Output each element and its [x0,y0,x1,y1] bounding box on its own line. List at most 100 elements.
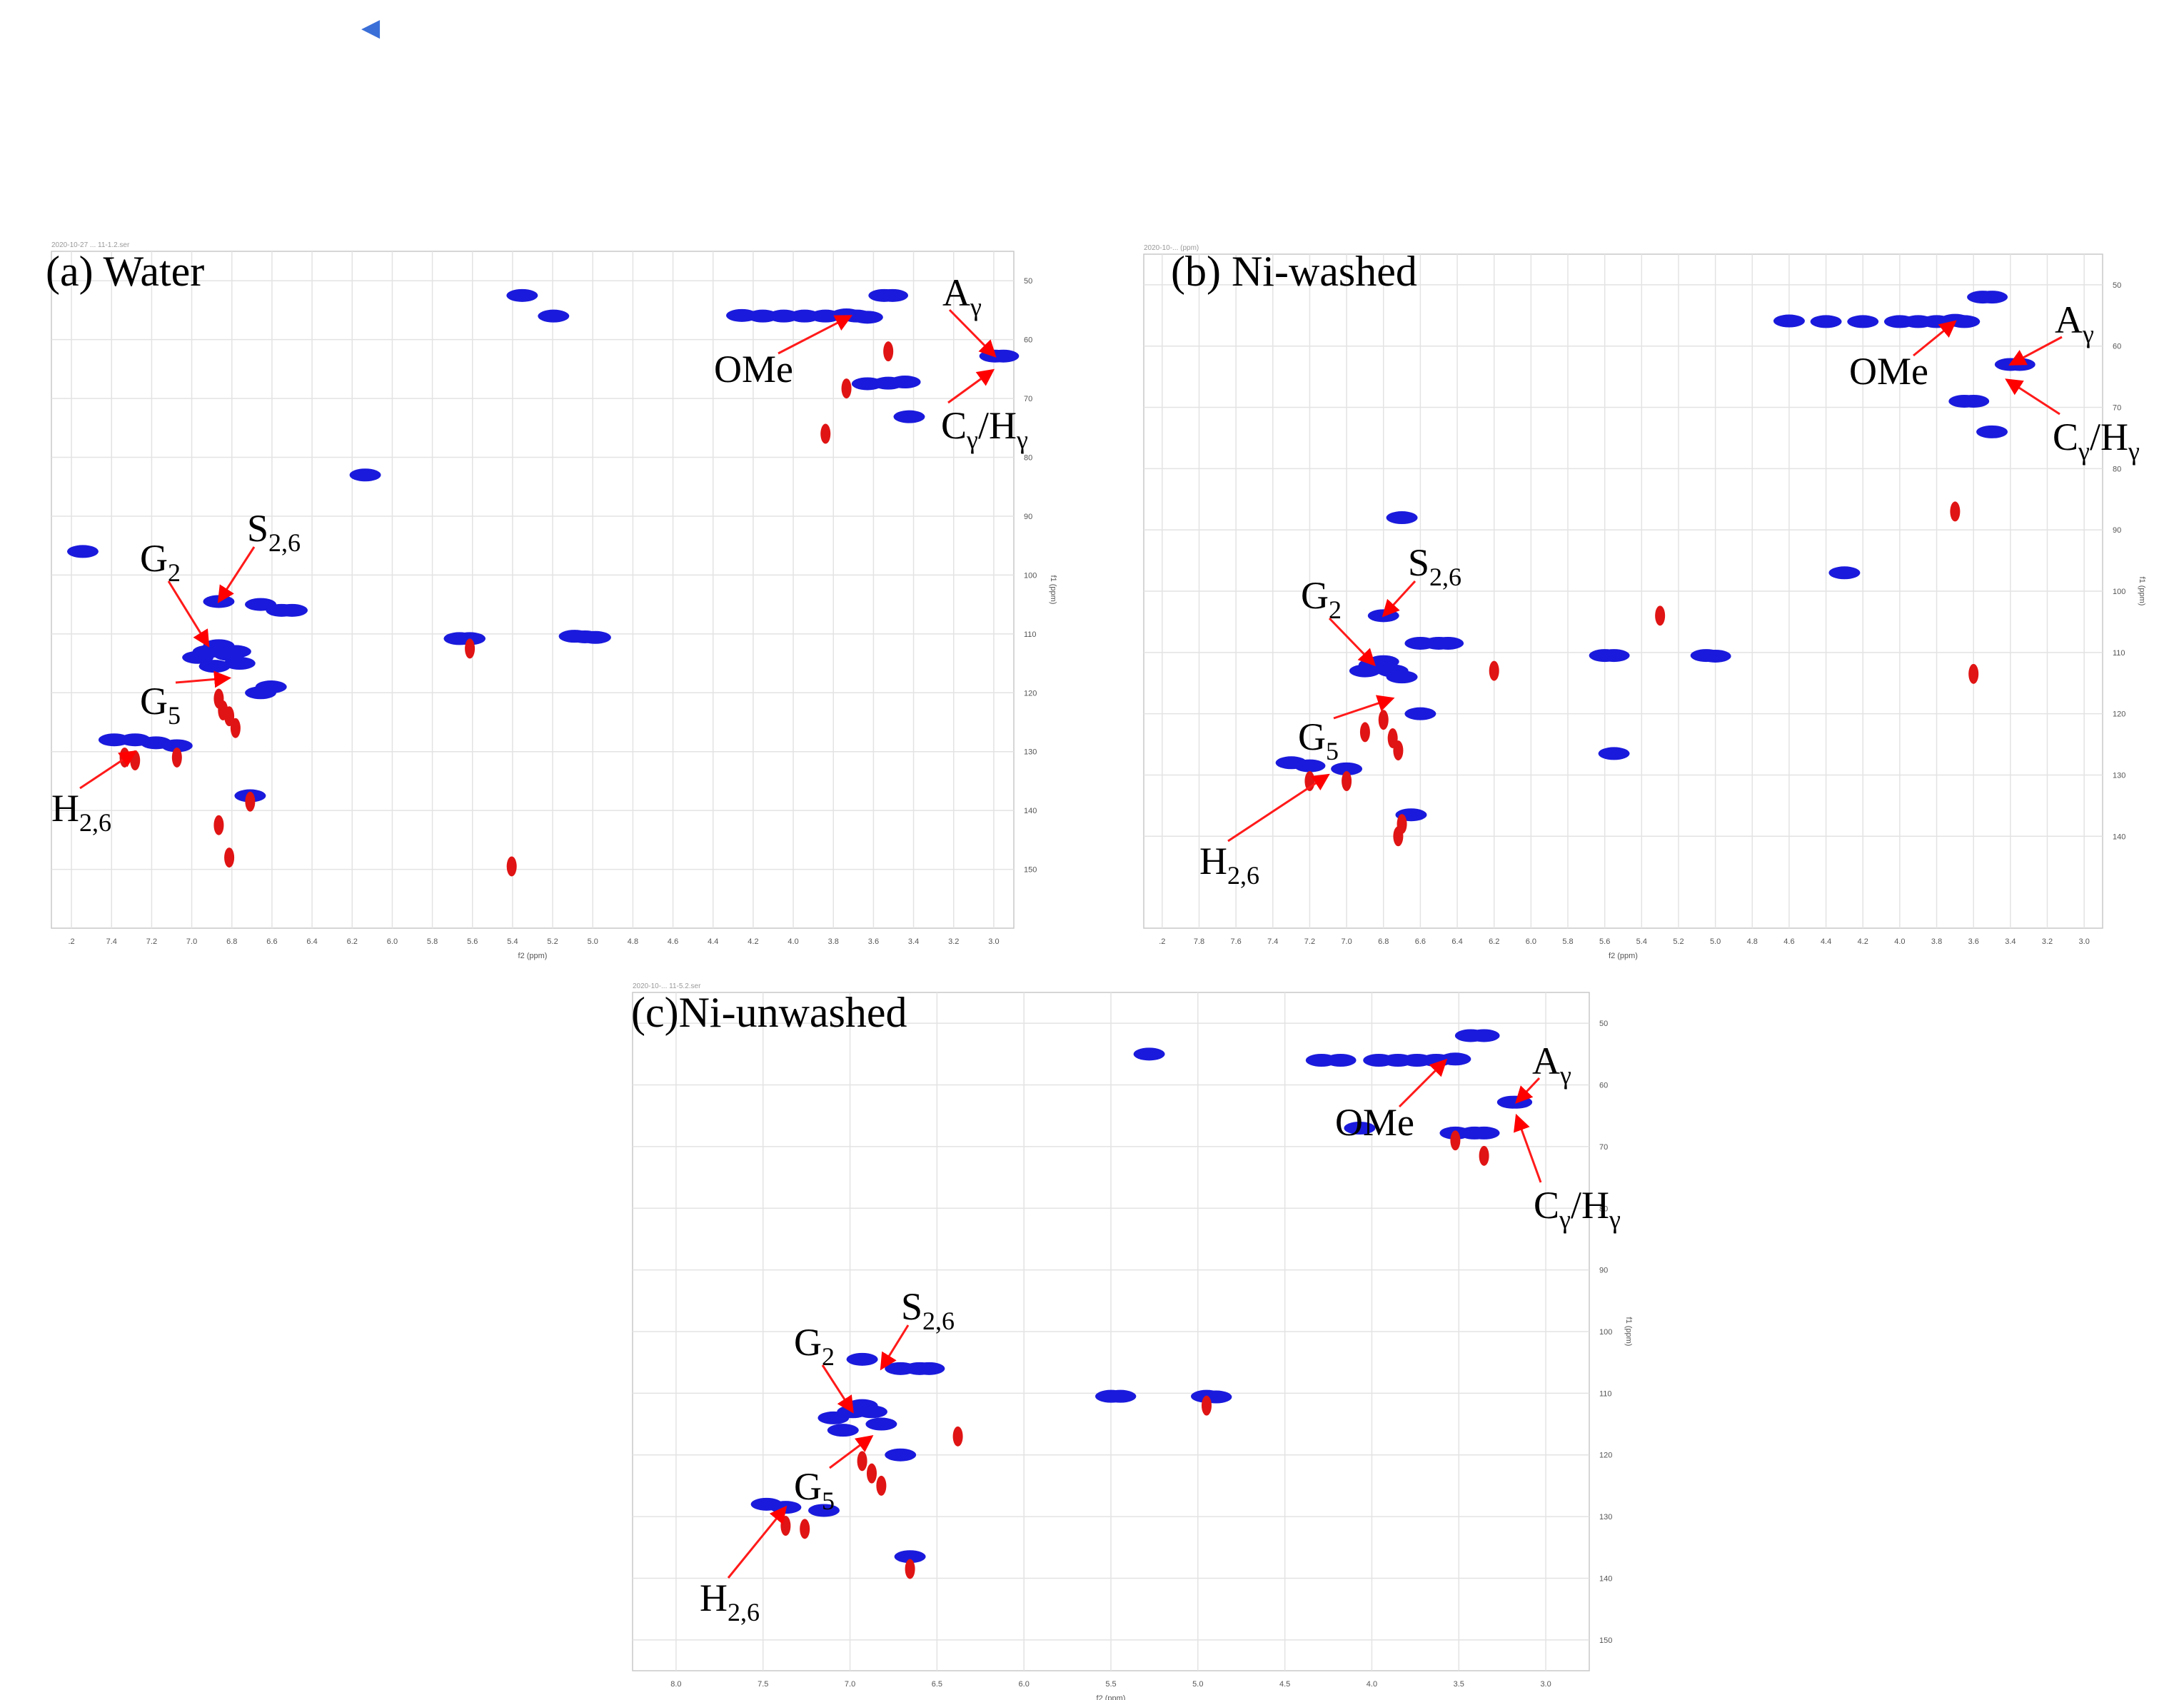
x-tick-label: 5.4 [1636,937,1647,946]
cross-peak-positive [1344,1122,1376,1135]
x-tick-label: 4.8 [628,937,638,946]
annotation-label-c: Cγ/Hγ [2053,416,2140,466]
x-tick-label: 6.6 [1415,937,1426,946]
cross-peak-positive [1104,1389,1137,1403]
x-tick-label: 6.8 [1378,937,1389,946]
cross-peak-positive [1948,315,1981,328]
x-tick-label: 4.6 [1783,937,1794,946]
cross-peak-positive [893,410,925,423]
x-tick-label: 6.5 [932,1680,942,1689]
cross-peak-positive [827,1424,859,1437]
annotation-label-h: H2,6 [1199,840,1259,890]
x-tick-label: 7.4 [106,937,117,946]
x-tick-label: 5.2 [1673,937,1684,946]
x-tick-label: 7.0 [1341,937,1352,946]
x-tick-label: 7.6 [1230,937,1241,946]
x-tick-label: 7.0 [186,937,197,946]
annotation-label-s: S2,6 [901,1285,955,1335]
x-tick-label: 5.0 [1710,937,1721,946]
cross-peak-positive [885,1448,917,1462]
cross-peak-negative [171,747,182,768]
annotation-arrow [2005,378,2060,416]
y-tick-label: 50 [1024,277,1032,286]
cross-peak-negative [465,638,475,659]
annotation-label-a: Aγ [2055,298,2094,348]
x-tick-label: 5.4 [507,937,518,946]
x-tick-label: 3.8 [828,937,839,946]
cross-peak-negative [876,1475,887,1496]
cross-peak-negative [1342,771,1352,792]
cross-peak-negative [857,1451,867,1472]
x-tick-label: 5.6 [1599,937,1610,946]
cross-peak-negative [841,378,852,399]
annotation-arrow [167,580,210,648]
cross-peak-negative [780,1516,791,1536]
x-tick-label: 4.8 [1747,937,1758,946]
x-tick-label: 3.2 [2042,937,2053,946]
annotation-arrow [1398,1058,1448,1108]
y-tick-label: 60 [1599,1082,1608,1090]
panel-b-ni-washed: 2020-10-... (ppm) .2 7.8 7.6 7.4 7.2 7.0 6.8 6.6… [1143,244,2146,960]
x-tick-label: 7.5 [758,1680,768,1689]
annotation-label-s: S2,6 [1408,541,1461,591]
cross-peak-negative [1378,710,1389,730]
annotation-arrow [1328,617,1376,667]
x-tick-label: 6.4 [1451,937,1462,946]
cross-peak-negative [1393,826,1404,847]
annotation-label-s: S2,6 [247,507,301,557]
x-tick-label: 3.0 [988,937,999,946]
cross-peak-positive [1598,747,1630,760]
y-tick-label: 140 [2113,833,2125,841]
cross-peak-positive [1468,1029,1500,1042]
corner-marker-icon: ◀ [361,14,381,42]
y-tick-label: 50 [1599,1020,1608,1028]
cross-peak-negative [952,1426,963,1447]
cross-peak-positive [1386,670,1418,684]
y-tick-label: 80 [2113,465,2121,473]
x-tick-label: 6.2 [1489,937,1499,946]
cross-peak-negative [1489,660,1499,681]
cross-peak-negative [1450,1130,1461,1151]
cross-peak-negative [1479,1145,1489,1166]
cross-peak-negative [1202,1395,1212,1416]
cross-peak-positive [987,349,1020,363]
y-axis-label: f1 (ppm) [1624,1317,1633,1347]
y-tick-label: 110 [1024,630,1037,639]
panel-c-ni-unwashed: 2020-10-... 11-5.2.ser 8.0 7.5 7.0 6.5 6.0 5.5… [631,982,1633,1700]
cross-peak-positive [1976,425,2008,438]
x-tick-label: 4.6 [668,937,678,946]
cross-peak-positive [579,630,611,644]
x-tick-label: 4.5 [1279,1680,1290,1689]
annotation-label-h: H2,6 [700,1576,760,1626]
cross-peak-positive [1432,636,1464,650]
x-tick-label: 3.8 [1931,937,1942,946]
x-tick-label: 6.8 [226,937,237,946]
x-tick-label: 4.4 [1821,937,1831,946]
annotation-arrow [175,670,232,688]
y-tick-label: 120 [2113,710,2125,719]
x-axis-label: f2 (ppm) [1609,952,1638,960]
plot-frame [51,251,1015,929]
y-tick-label: 100 [2113,588,2125,596]
cross-peak-positive [865,1417,897,1431]
cross-peak-positive [66,545,99,558]
annotation-label-c: Cγ/Hγ [941,404,1028,454]
x-tick-label: 5.0 [1192,1680,1203,1689]
spectrum-header: 2020-10-... (ppm) [1144,244,1199,252]
cross-peak-negative [218,700,228,720]
x-tick-label: 3.2 [948,937,959,946]
cross-peak-positive [1133,1047,1165,1061]
x-axis-label: f2 (ppm) [518,952,548,960]
x-tick-label: 4.2 [748,937,758,946]
annotation-label-a: Aγ [1532,1040,1571,1090]
x-tick-label: 3.0 [1540,1680,1551,1689]
annotation-label-g5: G5 [1298,715,1339,765]
y-tick-label: 80 [1599,1204,1608,1213]
cross-peak-negative [800,1519,810,1539]
x-tick-label: 5.2 [547,937,558,946]
y-tick-label: 110 [1599,1389,1612,1398]
annotation-arrow [2008,336,2063,366]
x-tick-label: 7.0 [845,1680,855,1689]
annotation-arrow [1227,773,1330,843]
